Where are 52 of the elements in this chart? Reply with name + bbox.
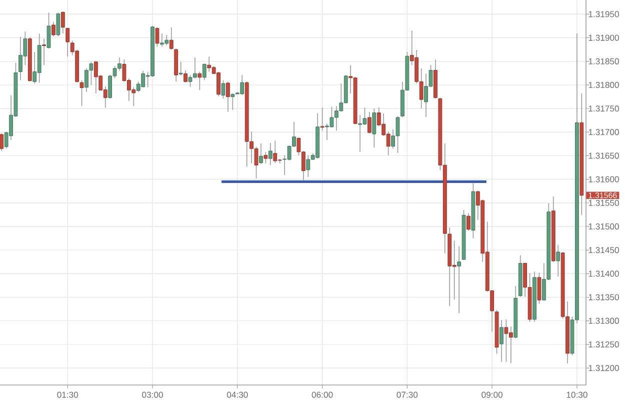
candlestick bbox=[169, 26, 174, 50]
y-tick-label: 1.31200 bbox=[588, 364, 619, 372]
candlestick bbox=[46, 12, 51, 49]
candlestick bbox=[178, 61, 183, 76]
candlestick bbox=[80, 80, 84, 107]
candlestick bbox=[264, 152, 268, 164]
y-tick-label: 1.31700 bbox=[588, 129, 619, 136]
x-tick-label: 10:30 bbox=[566, 392, 588, 398]
candlestick bbox=[221, 80, 226, 99]
annotation: 1.31566 bbox=[588, 192, 617, 198]
y-tick-label: 1.31350 bbox=[588, 294, 619, 300]
candlestick bbox=[268, 142, 272, 166]
y-tick-label: 1.31500 bbox=[588, 223, 619, 230]
candlestick bbox=[537, 272, 542, 304]
y-tick-label: 1.31900 bbox=[588, 34, 619, 41]
candlestick bbox=[198, 71, 202, 91]
x-tick-label: 03:00 bbox=[142, 392, 163, 398]
candlestick bbox=[457, 246, 461, 314]
candlestick bbox=[368, 111, 372, 134]
candlestick bbox=[500, 319, 504, 362]
x-tick-label: 01:30 bbox=[57, 392, 78, 398]
y-tick-label: 1.31850 bbox=[588, 58, 619, 64]
candlestick bbox=[56, 12, 60, 37]
y-tick-label: 1.31250 bbox=[588, 341, 619, 348]
candlestick bbox=[259, 143, 263, 165]
candlestick bbox=[52, 21, 56, 37]
candlestick bbox=[66, 27, 70, 58]
candlestick bbox=[60, 10, 65, 34]
x-tick-label: 04:30 bbox=[226, 392, 248, 398]
y-tick-label: 1.31950 bbox=[588, 11, 619, 18]
candlestick bbox=[556, 244, 560, 277]
x-tick-label: 07:30 bbox=[396, 392, 418, 398]
y-tick-label: 1.31450 bbox=[588, 247, 619, 254]
candlestick bbox=[0, 133, 4, 152]
y-tick-label: 1.31300 bbox=[588, 318, 619, 324]
candlestick bbox=[155, 26, 160, 48]
candlestick bbox=[42, 38, 46, 66]
x-tick-label: 09:00 bbox=[482, 392, 502, 398]
y-tick-label: 1.31650 bbox=[588, 152, 619, 159]
candlestick bbox=[226, 81, 230, 112]
y-tick-label: 1.31750 bbox=[588, 105, 619, 112]
x-tick-label: 06:00 bbox=[312, 392, 333, 398]
y-tick-label: 1.31600 bbox=[588, 176, 619, 182]
y-tick-label: 1.31800 bbox=[588, 82, 619, 88]
candlestick bbox=[372, 108, 376, 148]
candlestick bbox=[184, 70, 188, 83]
candlestick bbox=[320, 107, 324, 132]
candlestick bbox=[230, 93, 235, 110]
y-tick-label: 1.31400 bbox=[588, 270, 619, 277]
candlestick bbox=[202, 63, 206, 81]
y-tick-label: 1.31550 bbox=[588, 200, 619, 206]
candlestick bbox=[466, 212, 470, 232]
